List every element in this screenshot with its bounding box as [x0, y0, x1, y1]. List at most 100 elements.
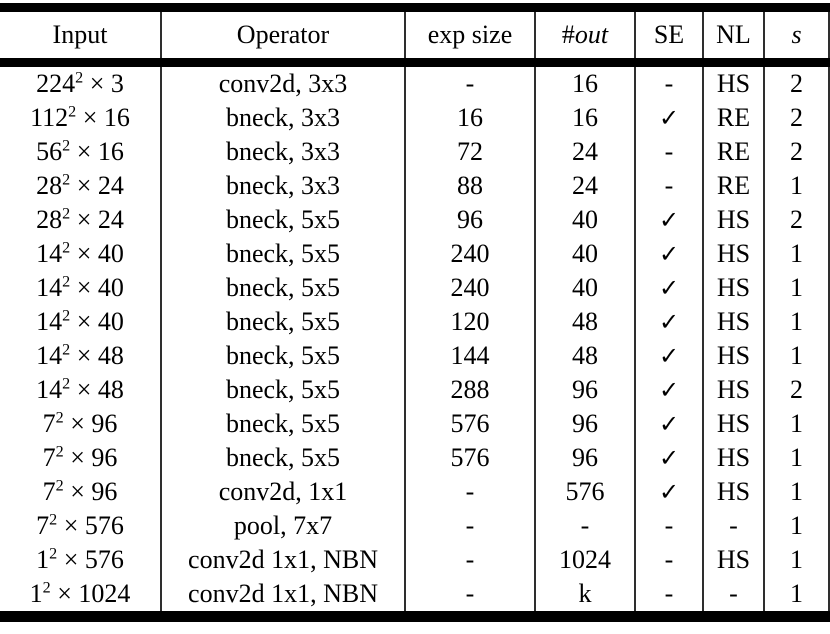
cell-operator: bneck, 5x5 [160, 203, 405, 237]
table-row: 12 × 1024 conv2d 1x1, NBN - k - -1 [0, 577, 830, 617]
cell-s: 1 [763, 407, 830, 441]
table-row: 12 × 576 conv2d 1x1, NBN -1024- HS 1 [0, 543, 830, 577]
cell-exp_size: - [404, 543, 535, 577]
cell-out: 24 [534, 169, 635, 203]
cell-se: ✓ [634, 305, 703, 339]
cell-se: - [634, 509, 703, 543]
col-header-operator: Operator [160, 7, 405, 67]
cell-input: 142 × 40 [36, 273, 124, 302]
cell-input: 72 × 96 [42, 443, 118, 472]
cell-nl: RE [702, 169, 764, 203]
cell-s: 2 [763, 62, 830, 101]
col-header-s: s [763, 7, 830, 67]
table-row: 2242 × 3 conv2d, 3x3-16- HS 2 [0, 62, 830, 101]
cell-s: 2 [763, 203, 830, 237]
cell-s: 1 [763, 305, 830, 339]
cell-operator: pool, 7x7 [160, 509, 405, 543]
cell-nl: RE [702, 135, 764, 169]
cell-nl: HS [702, 407, 764, 441]
cell-se: - [634, 135, 703, 169]
cell-exp_size: 88 [404, 169, 535, 203]
cell-input: 72 × 96 [42, 409, 118, 438]
cell-out: 96 [534, 373, 635, 407]
cell-operator: conv2d, 3x3 [160, 62, 405, 101]
cell-input: 72 × 576 [36, 511, 124, 540]
col-header-input: Input [0, 7, 161, 67]
cell-s: 1 [763, 441, 830, 475]
cell-operator: conv2d 1x1, NBN [160, 543, 405, 577]
cell-nl: - [702, 577, 764, 617]
cell-exp_size: 144 [404, 339, 535, 373]
cell-s: 1 [763, 271, 830, 305]
cell-operator: bneck, 5x5 [160, 237, 405, 271]
cell-out: 16 [534, 62, 635, 101]
table-row: 142 × 48 bneck, 5x5 144 48 ✓ HS 1 [0, 339, 830, 373]
checkmark-icon: ✓ [658, 206, 680, 234]
cell-se: ✓ [634, 441, 703, 475]
cell-se: ✓ [634, 203, 703, 237]
table-row: 72 × 96 conv2d, 1x1-576 ✓ HS 1 [0, 475, 830, 509]
checkmark-icon: ✓ [658, 444, 680, 472]
cell-exp_size: 120 [404, 305, 535, 339]
table-header-row: Input Operator exp size #out SE NL s [0, 7, 830, 67]
cell-nl: RE [702, 101, 764, 135]
table-row: 142 × 40 bneck, 5x5 120 48 ✓ HS 1 [0, 305, 830, 339]
cell-out: 40 [534, 271, 635, 305]
cell-exp_size: - [404, 577, 535, 617]
cell-input: 562 × 16 [36, 137, 124, 166]
cell-operator: bneck, 5x5 [160, 373, 405, 407]
table-row: 142 × 40 bneck, 5x5 240 40 ✓ HS 1 [0, 237, 830, 271]
cell-nl: HS [702, 237, 764, 271]
cell-out: 96 [534, 407, 635, 441]
checkmark-icon: ✓ [658, 478, 680, 506]
cell-se: ✓ [634, 407, 703, 441]
table-row: 72 × 96 bneck, 5x5 576 96 ✓ HS 1 [0, 441, 830, 475]
checkmark-icon: ✓ [658, 342, 680, 370]
cell-exp_size: 240 [404, 271, 535, 305]
cell-exp_size: 72 [404, 135, 535, 169]
cell-input: 12 × 576 [36, 545, 124, 574]
cell-exp_size: 16 [404, 101, 535, 135]
cell-operator: conv2d, 1x1 [160, 475, 405, 509]
table-row: 282 × 24 bneck, 5x5 96 40 ✓ HS 2 [0, 203, 830, 237]
checkmark-icon: ✓ [658, 410, 680, 438]
cell-operator: conv2d 1x1, NBN [160, 577, 405, 617]
cell-s: 1 [763, 577, 830, 617]
cell-out: 40 [534, 203, 635, 237]
network-architecture-table: Input Operator exp size #out SE NL s 2242 × 3 c… [0, 3, 830, 622]
checkmark-icon: ✓ [658, 104, 680, 132]
cell-s: 2 [763, 135, 830, 169]
cell-nl: HS [702, 203, 764, 237]
checkmark-icon: ✓ [658, 240, 680, 268]
cell-exp_size: - [404, 475, 535, 509]
cell-se: - [634, 62, 703, 101]
checkmark-icon: ✓ [658, 376, 680, 404]
cell-s: 1 [763, 509, 830, 543]
cell-operator: bneck, 3x3 [160, 135, 405, 169]
cell-exp_size: 240 [404, 237, 535, 271]
cell-se: ✓ [634, 339, 703, 373]
cell-s: 2 [763, 101, 830, 135]
cell-out: 48 [534, 339, 635, 373]
cell-input: 142 × 48 [36, 375, 124, 404]
cell-operator: bneck, 5x5 [160, 271, 405, 305]
cell-exp_size: 576 [404, 407, 535, 441]
cell-se: - [634, 169, 703, 203]
cell-exp_size: - [404, 62, 535, 101]
cell-s: 2 [763, 373, 830, 407]
cell-s: 1 [763, 339, 830, 373]
cell-exp_size: 96 [404, 203, 535, 237]
col-header-se: SE [634, 7, 703, 67]
table-row: 1122 × 16 bneck, 3x3 16 16 ✓ RE 2 [0, 101, 830, 135]
cell-nl: HS [702, 441, 764, 475]
cell-input: 142 × 48 [36, 341, 124, 370]
cell-nl: HS [702, 271, 764, 305]
cell-exp_size: 576 [404, 441, 535, 475]
cell-input: 1122 × 16 [30, 103, 130, 132]
cell-operator: bneck, 5x5 [160, 305, 405, 339]
cell-nl: - [702, 509, 764, 543]
col-header-exp_size: exp size [404, 7, 535, 67]
cell-se: ✓ [634, 373, 703, 407]
cell-out: 96 [534, 441, 635, 475]
